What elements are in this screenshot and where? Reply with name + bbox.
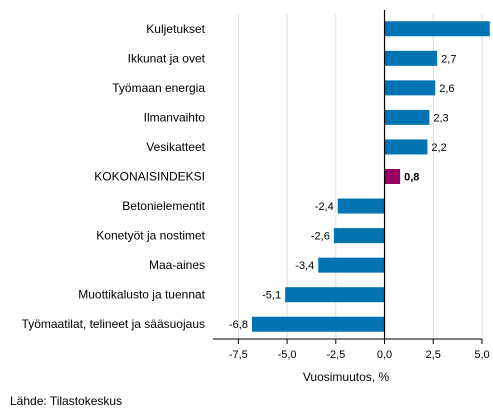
bar-10	[251, 316, 385, 332]
x-axis-title: Vuosimuutos, %	[303, 370, 390, 384]
value-label-10: -6,8	[229, 319, 248, 331]
value-label-2: 2,6	[439, 83, 454, 95]
value-label-3: 2,3	[433, 112, 448, 124]
value-label-7: -2,6	[311, 231, 330, 243]
x-tick-label-1: -5,0	[278, 349, 297, 361]
bar-3	[384, 109, 430, 125]
category-label-6: Betonielementit	[122, 199, 205, 213]
category-label-3: Ilmanvaihto	[144, 110, 206, 124]
x-tick-label-0: -7,5	[229, 349, 248, 361]
category-label-0: Kuljetukset	[146, 22, 205, 36]
category-label-9: Muottikalusto ja tuennat	[78, 288, 205, 302]
axes	[213, 10, 483, 344]
bar-6	[337, 198, 385, 214]
bar-7	[333, 228, 385, 244]
labels: -7,5-5,0-2,50,02,55,0Kuljetukset5,4Ikkun…	[22, 22, 490, 361]
source-note: Lähde: Tilastokeskus	[10, 394, 122, 408]
x-tick-label-3: 0,0	[377, 349, 392, 361]
bar-5	[384, 169, 401, 184]
category-label-5: KOKONAISINDEKSI	[94, 170, 205, 184]
value-label-6: -2,4	[315, 201, 334, 213]
grid-lines	[237, 14, 483, 339]
value-label-8: -3,4	[295, 260, 314, 272]
bar-8	[318, 257, 385, 273]
bar-1	[384, 50, 438, 66]
category-label-8: Maa-aines	[149, 258, 205, 272]
value-label-9: -5,1	[262, 290, 281, 302]
category-label-2: Työmaan energia	[112, 81, 205, 95]
bar-2	[384, 80, 436, 96]
x-tick-label-2: -2,5	[326, 349, 345, 361]
x-tick-label-5: 5,0	[474, 349, 489, 361]
bar-4	[384, 139, 428, 155]
x-tick-label-4: 2,5	[426, 349, 441, 361]
category-label-4: Vesikatteet	[146, 140, 205, 154]
bar-9	[285, 287, 385, 303]
category-label-7: Konetyöt ja nostimet	[96, 229, 205, 243]
category-label-1: Ikkunat ja ovet	[128, 51, 206, 65]
value-label-4: 2,2	[431, 142, 446, 154]
bars	[251, 21, 490, 332]
value-label-1: 2,7	[441, 53, 456, 65]
value-label-5: 0,8	[404, 172, 419, 184]
category-label-10: Työmaatilat, telineet ja sääsuojaus	[22, 317, 205, 331]
bar-0	[384, 21, 490, 37]
